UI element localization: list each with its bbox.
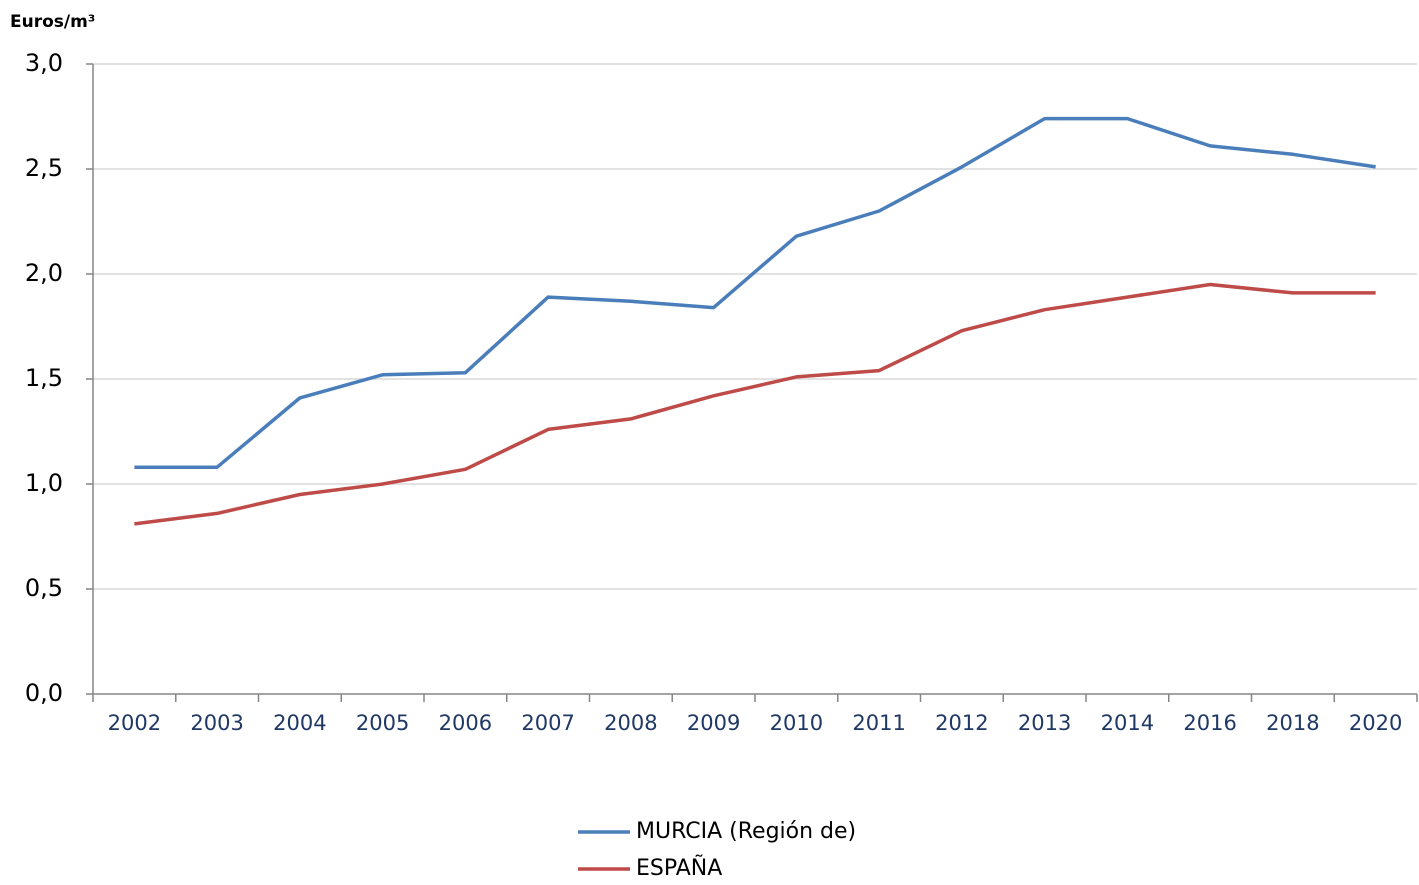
x-tick-label: 2014 <box>1101 711 1154 735</box>
y-tick-label: 0,5 <box>25 574 63 602</box>
y-tick-label: 2,5 <box>25 154 63 182</box>
y-tick-label: 1,5 <box>25 364 63 392</box>
x-tick-label: 2005 <box>356 711 409 735</box>
x-tick-label: 2004 <box>273 711 326 735</box>
x-tick-label: 2007 <box>521 711 574 735</box>
y-tick-label: 1,0 <box>25 469 63 497</box>
y-tick-label: 3,0 <box>25 49 63 77</box>
x-tick-label: 2008 <box>604 711 657 735</box>
series-line <box>134 282 1376 526</box>
legend-label: ESPAÑA <box>636 854 722 881</box>
x-tick-label: 2009 <box>687 711 740 735</box>
legend-label: MURCIA (Región de) <box>636 819 856 844</box>
x-tick-label: 2003 <box>190 711 243 735</box>
x-tick-label: 2013 <box>1018 711 1071 735</box>
x-tick-label: 2018 <box>1266 711 1319 735</box>
x-tick-label: 2002 <box>108 711 161 735</box>
x-tick-label: 2012 <box>935 711 988 735</box>
x-tick-label: 2016 <box>1183 711 1236 735</box>
series-line <box>134 116 1376 469</box>
y-tick-label: 0,0 <box>25 679 63 707</box>
y-axis-label: Euros/m³ <box>10 12 95 32</box>
y-tick-label: 2,0 <box>25 259 63 287</box>
x-tick-label: 2006 <box>439 711 492 735</box>
x-tick-label: 2011 <box>852 711 905 735</box>
x-tick-label: 2010 <box>770 711 823 735</box>
x-tick-label: 2020 <box>1349 711 1402 735</box>
